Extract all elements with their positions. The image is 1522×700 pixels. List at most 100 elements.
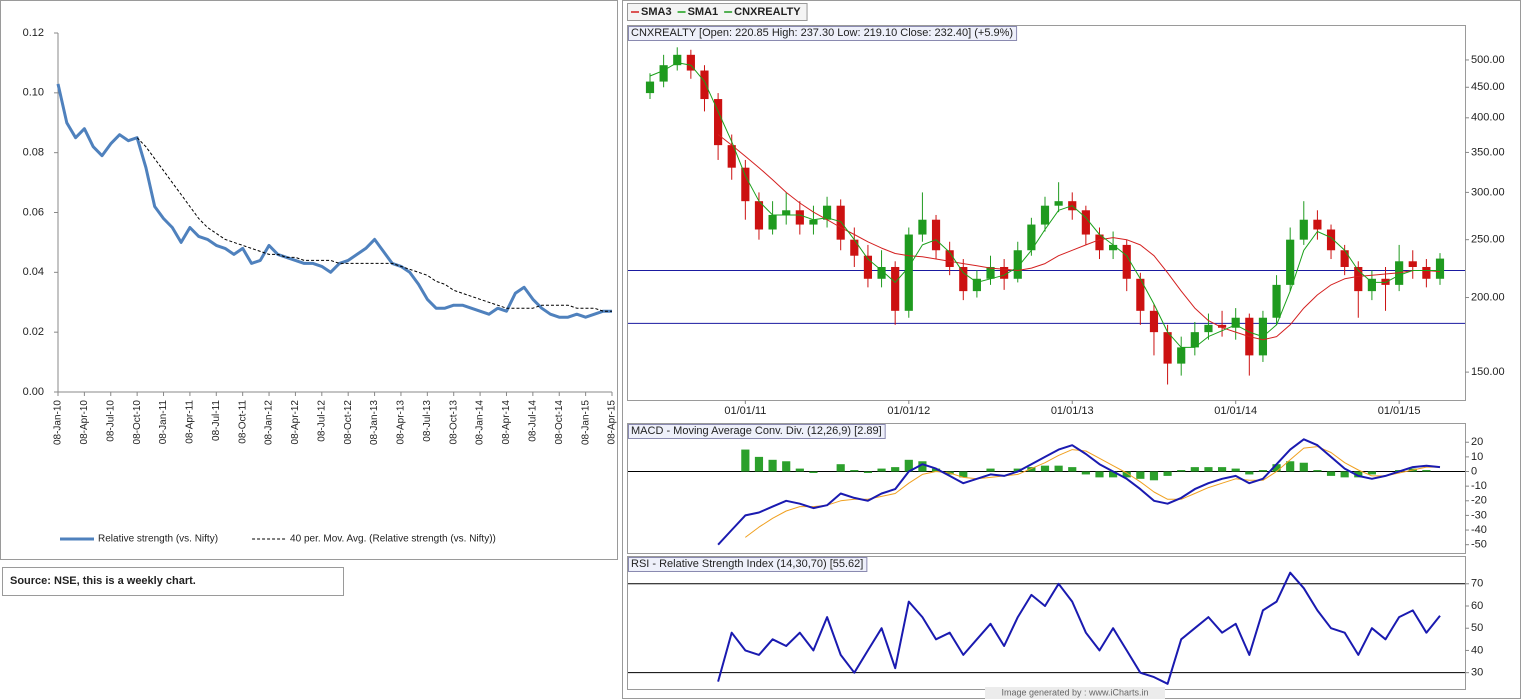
histogram-bar: [904, 459, 913, 472]
y-tick-label: 0.06: [23, 206, 44, 218]
y-tick-label: 0.04: [23, 266, 44, 278]
histogram-bar: [1068, 467, 1077, 472]
x-tick-label: 01/01/12: [887, 405, 930, 417]
candle-body: [1136, 278, 1145, 311]
histogram-bar: [863, 471, 873, 473]
candle-body: [1013, 250, 1022, 279]
histogram-bar: [1027, 467, 1036, 472]
y-tick-label: 450.00: [1471, 81, 1505, 93]
panel-label: CNXREALTY [Open: 220.85 High: 237.30 Low…: [631, 27, 1013, 39]
legend-label: 40 per. Mov. Avg. (Relative strength (vs…: [290, 534, 496, 545]
x-tick-label: 08-Jan-11: [158, 400, 169, 445]
series-line: [717, 134, 1441, 341]
histogram-bar: [809, 471, 818, 473]
x-tick-label: 08-Oct-10: [132, 400, 143, 445]
y-tick-label: 0.08: [23, 147, 44, 159]
x-tick-label: 01/01/13: [1051, 405, 1094, 417]
histogram-bar: [1354, 471, 1363, 478]
x-tick-label: 08-Apr-13: [396, 400, 407, 445]
histogram-bar: [1149, 471, 1159, 481]
histogram-bar: [1272, 464, 1281, 472]
rsi-panel: [627, 556, 1466, 690]
legend-label: SMA1: [688, 6, 719, 18]
candle-body: [1408, 261, 1417, 267]
candle-body: [1054, 201, 1063, 206]
histogram-bar: [1286, 461, 1295, 472]
x-tick-label: 08-Jan-10: [53, 400, 64, 445]
y-tick-label: 70: [1471, 578, 1483, 590]
histogram-bar: [1190, 467, 1199, 472]
candle-body: [700, 70, 709, 100]
price-panel: [627, 25, 1466, 401]
candle-body: [972, 278, 981, 292]
histogram-bar: [1122, 471, 1131, 478]
panel-label: RSI - Relative Strength Index (14,30,70)…: [631, 558, 863, 570]
histogram-bar: [782, 461, 791, 472]
y-tick-label: 250.00: [1471, 234, 1505, 246]
x-tick-label: 01/01/14: [1214, 405, 1257, 417]
candle-body: [741, 167, 750, 202]
x-tick-label: 08-Jul-13: [422, 400, 433, 442]
x-tick-label: 08-Jan-14: [475, 400, 486, 445]
y-tick-label: 40: [1471, 644, 1483, 656]
x-tick-label: 01/01/11: [724, 405, 766, 417]
candle-body: [931, 219, 941, 251]
x-tick-label: 08-Apr-10: [79, 400, 90, 445]
legend-label: CNXREALTY: [734, 6, 801, 18]
histogram-bar: [1245, 471, 1254, 475]
candle-body: [714, 99, 723, 146]
histogram-bar: [850, 470, 859, 472]
histogram-bar: [1081, 471, 1090, 475]
candle-body: [891, 266, 900, 311]
histogram-bar: [1109, 471, 1118, 478]
candle-body: [1354, 266, 1363, 292]
x-tick-label: 01/01/15: [1378, 405, 1421, 417]
candle-body: [686, 54, 695, 71]
candle-body: [727, 145, 736, 168]
candle-body: [1122, 244, 1131, 279]
y-tick-label: 50: [1471, 622, 1483, 634]
y-tick-label: 0.12: [23, 27, 44, 39]
histogram-bar: [986, 468, 995, 472]
histogram-bar: [1422, 470, 1431, 472]
candle-body: [822, 205, 832, 220]
histogram-bar: [931, 468, 941, 472]
candle-body: [754, 201, 764, 230]
candle-body: [768, 214, 777, 230]
y-tick-label: 350.00: [1471, 146, 1505, 158]
histogram-bar: [1299, 462, 1308, 472]
candle-body: [918, 219, 927, 235]
candle-body: [1286, 239, 1295, 285]
series-line: [136, 137, 612, 312]
right-panel: [622, 0, 1521, 699]
histogram-bar: [918, 461, 927, 472]
histogram-bar: [1136, 471, 1145, 479]
candle-body: [1177, 347, 1186, 364]
candle-body: [1326, 229, 1336, 251]
source-note: Source: NSE, this is a weekly chart.: [10, 575, 196, 587]
candle-body: [1381, 278, 1390, 285]
histogram-bar: [1013, 468, 1022, 472]
histogram-bar: [959, 471, 968, 478]
candle-body: [1217, 324, 1227, 328]
x-tick-label: 08-Oct-12: [343, 400, 354, 445]
x-tick-label: 08-Oct-11: [237, 400, 248, 444]
histogram-bar: [836, 464, 845, 472]
histogram-bar: [1204, 467, 1213, 472]
candle-body: [1204, 324, 1213, 333]
x-tick-label: 08-Jan-12: [264, 400, 275, 445]
candle-body: [959, 266, 968, 292]
candle-body: [877, 266, 886, 279]
histogram-bar: [768, 459, 777, 472]
y-tick-label: 300.00: [1471, 186, 1505, 198]
histogram-bar: [754, 456, 764, 472]
candle-body: [1109, 244, 1118, 251]
histogram-bar: [795, 468, 804, 472]
histogram-bar: [877, 468, 886, 472]
panel-label-box: [628, 424, 886, 439]
candle-body: [1190, 332, 1199, 348]
histogram-bar: [891, 467, 900, 472]
histogram-bar: [1326, 471, 1336, 476]
candle-body: [863, 255, 873, 279]
